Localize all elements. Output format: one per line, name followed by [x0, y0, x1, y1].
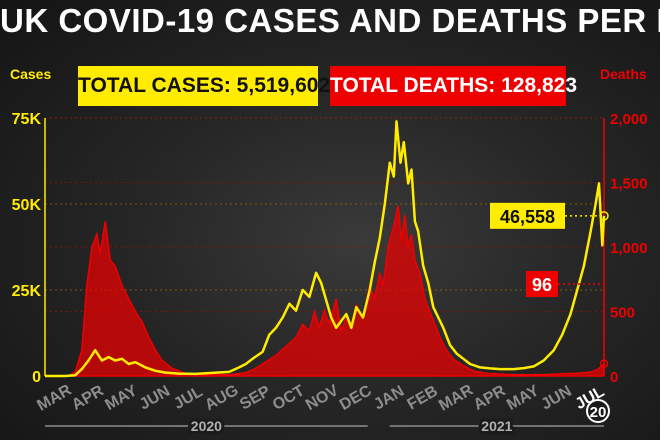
month-tick-label: MAR	[34, 381, 74, 414]
month-tick-label: JUN	[137, 383, 173, 414]
month-tick-label: MAR	[436, 381, 476, 414]
total-deaths-box: TOTAL DEATHS: 128,823	[330, 66, 577, 106]
cases-callout-dot	[599, 211, 609, 221]
deaths-callout-dot	[599, 359, 609, 368]
deaths-tick-label: 0	[610, 369, 618, 386]
total-cases-box: TOTAL CASES: 5,519,602	[78, 66, 330, 106]
deaths-axis-label: Deaths	[600, 66, 647, 82]
month-tick-label: MAY	[504, 382, 542, 414]
deaths-callout-box	[526, 271, 558, 297]
cases-tick-label: 50K	[12, 197, 42, 214]
month-tick-label: DEC	[337, 382, 375, 414]
cases-tick-label: 0	[32, 369, 41, 386]
deaths-tick-label: 1,000	[610, 240, 648, 257]
month-tick-label: JAN	[371, 383, 407, 414]
month-tick-label: FEB	[405, 383, 441, 414]
deaths-tick-label: 1,500	[610, 176, 648, 193]
year-label-2021: 2021	[481, 418, 512, 434]
cases-callout-value: 46,558	[500, 207, 555, 227]
last-day-marker-label: 20	[590, 404, 607, 421]
last-day-marker	[586, 399, 610, 423]
month-tick-label: JUL	[171, 383, 206, 413]
cases-tick-label: 75K	[12, 111, 42, 128]
cases-tick-label: 25K	[12, 283, 42, 300]
month-tick-label: NOV	[303, 382, 342, 414]
month-tick-label: MAY	[102, 382, 140, 414]
month-tick-label: APR	[471, 382, 509, 414]
deaths-tick-label: 500	[610, 305, 635, 322]
month-tick-label: SEP	[237, 383, 274, 414]
year-label-2020: 2020	[191, 418, 222, 434]
cases-callout-box	[490, 202, 565, 229]
month-tick-label: OCT	[270, 382, 308, 414]
month-tick-label: APR	[69, 382, 107, 414]
month-tick-label: JUN	[538, 383, 574, 414]
chart-title: UK COVID-19 CASES AND DEATHS PER DAY	[0, 2, 660, 39]
cases-axis-label: Cases	[10, 66, 52, 82]
deaths-tick-label: 2,000	[610, 111, 648, 128]
month-tick-label: AUG	[202, 382, 241, 415]
cases-line	[45, 120, 606, 378]
deaths-callout-value: 96	[532, 275, 552, 295]
